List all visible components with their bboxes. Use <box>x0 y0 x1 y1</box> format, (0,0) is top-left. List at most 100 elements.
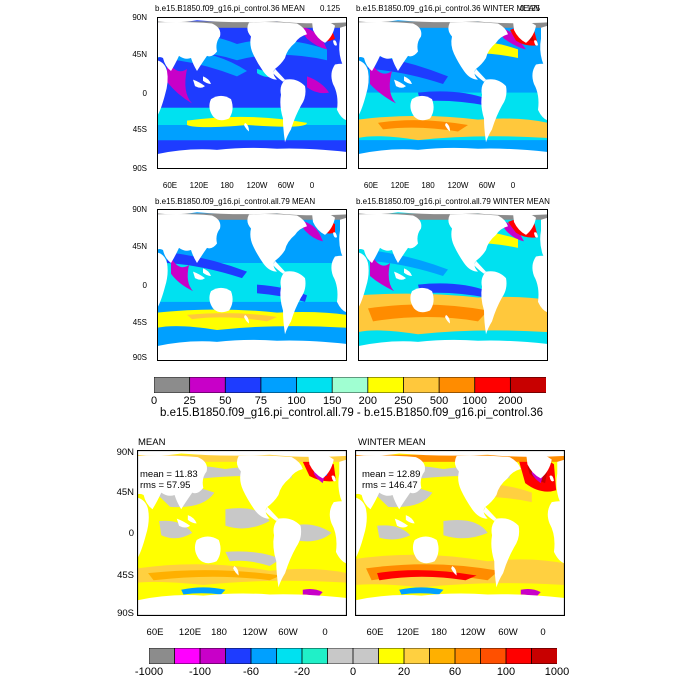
colorbar-label: 20 <box>397 666 411 678</box>
lat-label: 90N <box>132 205 147 214</box>
lon-label: 0 <box>510 181 516 190</box>
colorbar-label: 150 <box>322 395 342 407</box>
colorbar-swatch <box>250 648 278 664</box>
lon-label: 60E <box>162 181 178 190</box>
lon-label: 180 <box>421 181 435 190</box>
lat-label: 45S <box>132 318 147 327</box>
lat-label: 45N <box>116 487 134 498</box>
colorbar-swatch <box>331 377 369 393</box>
colorbar-swatch <box>378 648 405 664</box>
colorbar-label: -1000 <box>134 666 164 678</box>
panel-corner-1: 0.125 <box>320 4 341 13</box>
colorbar-label: 100 <box>496 666 516 678</box>
colorbar-top <box>154 377 546 393</box>
colorbar-swatch <box>225 648 252 664</box>
lon-label: 180 <box>211 627 227 638</box>
lon-label: 60E <box>366 627 384 638</box>
colorbar-label: 250 <box>394 395 413 407</box>
lat-label: 0 <box>142 89 147 98</box>
lat-label: 45N <box>132 50 147 59</box>
map-panel-2 <box>358 17 548 169</box>
colorbar-label: -20 <box>294 666 310 678</box>
lat-label: 90S <box>132 353 147 362</box>
colorbar-swatch <box>276 648 303 664</box>
panel-corner-2: 0.125 <box>520 4 541 13</box>
lat-label: 45N <box>132 242 147 251</box>
lon-label: 120W <box>246 181 268 190</box>
lon-label: 60E <box>363 181 379 190</box>
colorbar-label: 0 <box>150 395 158 407</box>
lon-label: 120W <box>242 627 268 638</box>
colorbar-label: 75 <box>254 395 268 407</box>
colorbar-swatch <box>367 377 405 393</box>
lon-label: 180 <box>220 181 234 190</box>
colorbar-label: -60 <box>243 666 259 678</box>
colorbar-swatch <box>454 648 482 664</box>
lon-label: 60W <box>277 181 295 190</box>
colorbar-swatch <box>224 377 262 393</box>
lon-label: 60W <box>278 627 298 638</box>
diff-title: b.e15.B1850.f09_g16.pi_control.all.79 - … <box>160 407 543 419</box>
panel-title-3: b.e15.B1850.f09_g16.pi_control.all.79 ME… <box>155 197 316 206</box>
lon-label: 60W <box>478 181 496 190</box>
colorbar-swatch <box>301 648 329 664</box>
map-panel-6 <box>355 450 565 616</box>
colorbar-swatch <box>509 377 546 393</box>
panel-title-5: MEAN <box>138 437 166 448</box>
colorbar-label: 50 <box>219 395 232 407</box>
lon-label: 0 <box>322 627 328 638</box>
lat-label: 45S <box>117 570 134 581</box>
lon-label: 120W <box>460 627 486 638</box>
panel-title-4: b.e15.B1850.f09_g16.pi_control.all.79 WI… <box>356 197 550 206</box>
colorbar-swatch <box>149 648 176 664</box>
colorbar-label: 60 <box>448 666 462 678</box>
lat-label: 90S <box>117 608 134 619</box>
map-panel-4 <box>358 209 548 361</box>
colorbar-swatch <box>429 648 456 664</box>
colorbar-label: 500 <box>429 395 449 407</box>
colorbar-swatch <box>505 648 533 664</box>
lon-label: 120E <box>189 181 209 190</box>
lon-label: 60W <box>498 627 518 638</box>
lat-label: 90N <box>132 13 147 22</box>
stat-rms-6: rms = 146.47 <box>362 480 418 491</box>
map-panel-3 <box>157 209 347 361</box>
colorbar-label: 25 <box>183 395 196 407</box>
colorbar-swatch <box>154 377 191 393</box>
colorbar-swatch <box>174 648 201 664</box>
stat-rms-5: rms = 57.95 <box>140 480 191 491</box>
panel-title-1: b.e15.B1850.f09_g16.pi_control.36 MEAN <box>155 4 305 13</box>
colorbar-swatch <box>403 377 440 393</box>
colorbar-swatch <box>474 377 512 393</box>
colorbar-swatch <box>352 648 380 664</box>
stat-mean-6: mean = 12.89 <box>362 469 421 480</box>
colorbar-bottom <box>149 648 557 664</box>
lat-label: 0 <box>142 281 147 290</box>
colorbar-label: 1000 <box>462 395 487 407</box>
colorbar-swatch <box>327 648 354 664</box>
panel-title-2: b.e15.B1850.f09_g16.pi_control.36 WINTER… <box>356 4 540 13</box>
colorbar-swatch <box>403 648 431 664</box>
colorbar-swatch <box>199 648 227 664</box>
colorbar-label: 0 <box>349 666 357 678</box>
map-panel-1 <box>157 17 347 169</box>
lon-label: 0 <box>309 181 315 190</box>
colorbar-label: 1000 <box>544 666 570 678</box>
map-panel-5 <box>137 450 347 616</box>
colorbar-label: 200 <box>358 395 377 407</box>
colorbar-label: 100 <box>287 395 306 407</box>
stat-mean-5: mean = 11.83 <box>140 469 198 480</box>
lon-label: 120W <box>447 181 469 190</box>
panel-title-6: WINTER MEAN <box>358 437 426 448</box>
lat-label: 90S <box>132 164 147 173</box>
lon-label: 120E <box>396 627 420 638</box>
lon-label: 120E <box>390 181 410 190</box>
lon-label: 120E <box>178 627 202 638</box>
colorbar-swatch <box>480 648 507 664</box>
lat-label: 45S <box>132 125 147 134</box>
lat-label: 90N <box>116 447 134 458</box>
colorbar-swatch <box>260 377 298 393</box>
colorbar-swatch <box>296 377 334 393</box>
lon-label: 0 <box>540 627 546 638</box>
colorbar-label: -100 <box>188 666 212 678</box>
